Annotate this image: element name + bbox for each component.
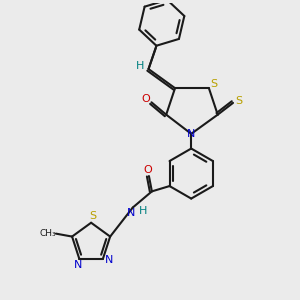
Text: O: O [142, 94, 151, 104]
Text: S: S [235, 95, 242, 106]
Text: N: N [105, 255, 113, 266]
Text: N: N [127, 208, 136, 218]
Text: N: N [186, 129, 195, 140]
Text: S: S [211, 79, 218, 89]
Text: CH₃: CH₃ [39, 229, 56, 238]
Text: H: H [139, 206, 147, 216]
Text: N: N [74, 260, 82, 270]
Text: H: H [136, 61, 145, 71]
Text: O: O [143, 165, 152, 175]
Text: S: S [89, 211, 96, 221]
